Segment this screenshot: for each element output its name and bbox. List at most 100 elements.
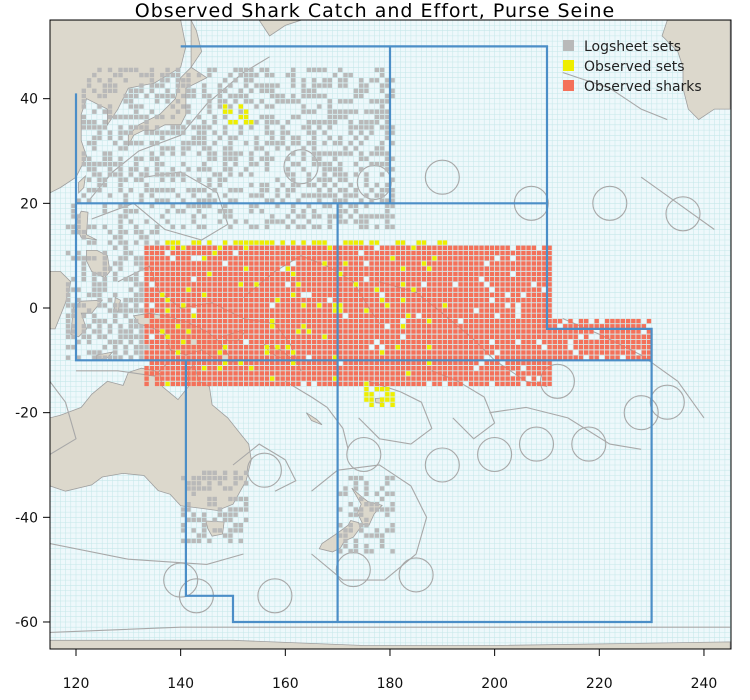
effort-cell [175, 99, 181, 104]
effort-cell [311, 193, 317, 198]
effort-cell [437, 250, 442, 256]
effort-cell [385, 475, 390, 481]
effort-cell [311, 303, 317, 308]
effort-cell [92, 167, 97, 172]
effort-cell [385, 188, 390, 193]
effort-cell [411, 366, 416, 371]
effort-cell [170, 125, 175, 130]
effort-cell [343, 114, 348, 120]
effort-cell [170, 297, 175, 303]
effort-cell [542, 277, 547, 282]
effort-cell [359, 329, 364, 334]
effort-cell [542, 381, 547, 387]
effort-cell [144, 114, 149, 120]
effort-cell [317, 271, 322, 277]
effort-cell [191, 135, 196, 141]
effort-cell [186, 303, 191, 308]
effort-cell [479, 287, 484, 292]
effort-cell [359, 88, 364, 93]
effort-cell [594, 324, 599, 329]
effort-cell [202, 366, 207, 371]
effort-cell [500, 324, 505, 329]
effort-cell [217, 481, 223, 486]
effort-cell [102, 266, 107, 271]
effort-cell [118, 188, 123, 193]
effort-cell [348, 109, 353, 114]
effort-cell [447, 282, 453, 287]
effort-cell [563, 334, 568, 339]
effort-cell [165, 339, 170, 345]
effort-cell [233, 313, 238, 318]
effort-cell [505, 250, 510, 256]
effort-cell [186, 88, 191, 93]
effort-cell [285, 376, 291, 381]
effort-cell [542, 360, 547, 366]
effort-cell [222, 130, 228, 135]
effort-cell [395, 308, 400, 313]
effort-cell [395, 287, 400, 292]
effort-cell [118, 229, 123, 235]
effort-cell [238, 496, 243, 502]
effort-cell [379, 245, 385, 250]
effort-cell [275, 292, 280, 298]
effort-cell [500, 266, 505, 271]
effort-cell [275, 371, 280, 376]
effort-cell [495, 376, 500, 381]
effort-cell [306, 271, 312, 277]
effort-cell [202, 203, 207, 209]
effort-cell [76, 256, 81, 261]
effort-cell [406, 266, 411, 271]
effort-cell [181, 172, 186, 177]
effort-cell [259, 303, 264, 308]
effort-cell [254, 324, 259, 329]
effort-cell [338, 203, 343, 209]
effort-cell [254, 376, 259, 381]
eez-line [311, 464, 428, 581]
effort-cell [327, 99, 332, 104]
effort-cell [489, 250, 495, 256]
effort-cell [364, 109, 369, 114]
effort-cell [416, 266, 421, 271]
effort-cell [285, 318, 291, 324]
effort-cell [243, 109, 249, 114]
effort-cell [254, 120, 259, 125]
effort-cell [170, 324, 175, 329]
effort-cell [191, 350, 196, 355]
effort-cell [228, 303, 233, 308]
effort-cell [348, 140, 353, 146]
effort-cell [270, 120, 275, 125]
effort-cell [212, 120, 217, 125]
effort-cell [379, 303, 385, 308]
effort-cell [322, 381, 327, 387]
effort-cell [139, 324, 144, 329]
effort-cell [646, 350, 652, 355]
effort-cell [92, 287, 97, 292]
effort-cell [327, 350, 332, 355]
effort-cell [615, 334, 620, 339]
effort-cell [495, 339, 500, 345]
effort-cell [604, 345, 610, 350]
effort-cell [484, 350, 489, 355]
effort-cell [296, 334, 301, 339]
effort-cell [144, 371, 149, 376]
effort-cell [92, 240, 97, 245]
effort-cell [154, 172, 160, 177]
effort-cell [123, 209, 128, 214]
effort-cell [343, 371, 348, 376]
effort-cell [228, 324, 233, 329]
effort-cell [170, 334, 175, 339]
effort-cell [149, 271, 155, 277]
effort-cell [317, 376, 322, 381]
effort-cell [437, 324, 442, 329]
effort-cell [327, 109, 332, 114]
effort-cell [144, 345, 149, 350]
effort-cell [207, 475, 212, 481]
effort-cell [149, 256, 155, 261]
effort-cell [222, 266, 228, 271]
effort-cell [385, 161, 390, 167]
effort-cell [343, 355, 348, 360]
effort-cell [154, 224, 160, 230]
eez-boundaries [50, 56, 731, 633]
effort-cell [186, 360, 191, 366]
effort-cell [442, 329, 448, 334]
